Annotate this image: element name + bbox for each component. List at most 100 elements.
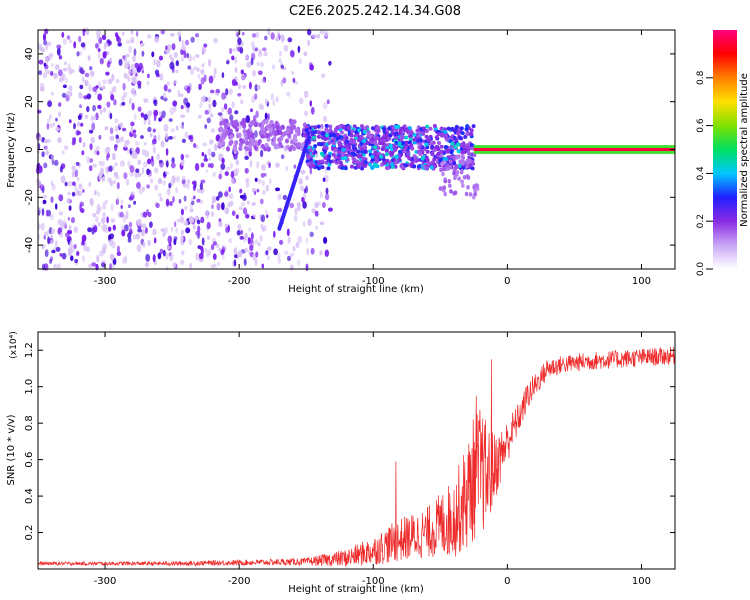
noise-speckle <box>154 167 159 174</box>
noise-speckle <box>240 74 246 80</box>
spectral-cell <box>359 135 364 140</box>
noise-speckle <box>193 66 198 71</box>
noise-speckle <box>43 231 49 237</box>
noise-speckle <box>234 172 238 177</box>
spectral-cell <box>247 132 252 138</box>
spectral-cell <box>243 131 248 137</box>
noise-speckle <box>135 147 140 155</box>
noise-speckle <box>201 63 205 68</box>
noise-speckle <box>58 102 62 107</box>
noise-speckle <box>180 56 184 62</box>
spectral-cell <box>264 119 269 125</box>
spectral-cell <box>324 123 329 128</box>
noise-speckle <box>170 128 176 133</box>
noise-speckle <box>217 112 223 116</box>
noise-speckle <box>101 34 107 40</box>
spectral-cell <box>278 130 283 136</box>
noise-speckle <box>201 152 205 157</box>
noise-speckle <box>109 127 114 135</box>
spectral-cell <box>443 157 448 162</box>
noise-speckle <box>191 180 197 185</box>
noise-speckle <box>258 49 262 55</box>
noise-speckle <box>67 191 71 196</box>
noise-speckle <box>54 240 58 248</box>
noise-speckle <box>160 140 165 148</box>
spectral-cell <box>426 137 431 142</box>
noise-speckle <box>239 236 245 240</box>
spectral-cell <box>312 135 317 140</box>
noise-speckle <box>185 39 189 46</box>
noise-speckle <box>167 88 172 93</box>
x-tick-label: 0 <box>504 276 510 287</box>
noise-speckle <box>221 202 225 211</box>
noise-speckle <box>255 251 259 258</box>
spectral-cell <box>357 138 361 143</box>
noise-speckle <box>55 117 58 122</box>
spectral-cell <box>430 152 435 157</box>
spectral-cell <box>434 135 439 140</box>
spectral-cell <box>425 149 430 154</box>
spectral-cell <box>362 139 367 144</box>
noise-speckle <box>170 253 175 260</box>
spectral-cell <box>461 141 466 146</box>
noise-speckle <box>122 82 126 91</box>
noise-speckle <box>260 62 264 68</box>
noise-speckle <box>79 104 82 109</box>
spectral-cell <box>328 159 333 164</box>
noise-speckle <box>281 37 284 44</box>
noise-speckle <box>155 202 160 209</box>
noise-speckle <box>181 45 187 51</box>
noise-speckle <box>207 96 211 103</box>
noise-speckle <box>163 124 169 132</box>
spectral-cell <box>352 146 357 151</box>
noise-speckle <box>169 107 175 115</box>
noise-speckle <box>78 93 83 99</box>
spectral-cell <box>350 129 355 134</box>
noise-speckle <box>272 99 276 106</box>
noise-speckle <box>68 225 72 231</box>
spectral-cell <box>457 176 461 181</box>
spectral-cell <box>370 165 375 170</box>
noise-speckle <box>307 39 310 47</box>
colorbar-tick-label: 0.2 <box>696 214 706 228</box>
noise-speckle <box>235 167 240 174</box>
noise-speckle <box>111 263 115 270</box>
noise-speckle <box>242 207 248 215</box>
spectral-cell <box>433 164 438 169</box>
noise-speckle <box>64 181 68 187</box>
noise-speckle <box>153 58 156 66</box>
noise-speckle <box>307 28 312 36</box>
noise-speckle <box>140 42 145 47</box>
noise-speckle <box>263 225 267 232</box>
spectrogram-signal-layer <box>217 118 675 231</box>
noise-speckle <box>98 134 102 140</box>
y-tick-label: 1.0 <box>24 379 35 395</box>
noise-speckle <box>162 231 166 238</box>
noise-speckle <box>160 115 163 121</box>
noise-speckle <box>175 227 179 234</box>
noise-speckle <box>236 32 239 38</box>
spectral-cell <box>460 131 465 136</box>
noise-speckle <box>252 33 256 38</box>
spectral-cell <box>260 125 265 131</box>
noise-speckle <box>265 250 269 256</box>
noise-speckle <box>302 201 307 209</box>
noise-speckle <box>322 115 328 123</box>
spectral-cell <box>323 137 328 141</box>
noise-speckle <box>257 178 262 184</box>
spectral-cell <box>379 154 384 159</box>
noise-speckle <box>147 158 152 165</box>
noise-speckle <box>204 124 208 129</box>
noise-speckle <box>127 160 131 166</box>
noise-speckle <box>292 77 296 83</box>
noise-speckle <box>61 252 67 260</box>
noise-speckle <box>216 203 221 211</box>
noise-speckle <box>234 67 238 73</box>
noise-speckle <box>299 97 304 105</box>
noise-speckle <box>67 180 73 187</box>
spectral-cell <box>349 164 354 169</box>
noise-speckle <box>147 111 151 120</box>
noise-speckle <box>95 85 99 89</box>
spectral-cell <box>471 124 476 129</box>
noise-speckle <box>130 29 134 35</box>
